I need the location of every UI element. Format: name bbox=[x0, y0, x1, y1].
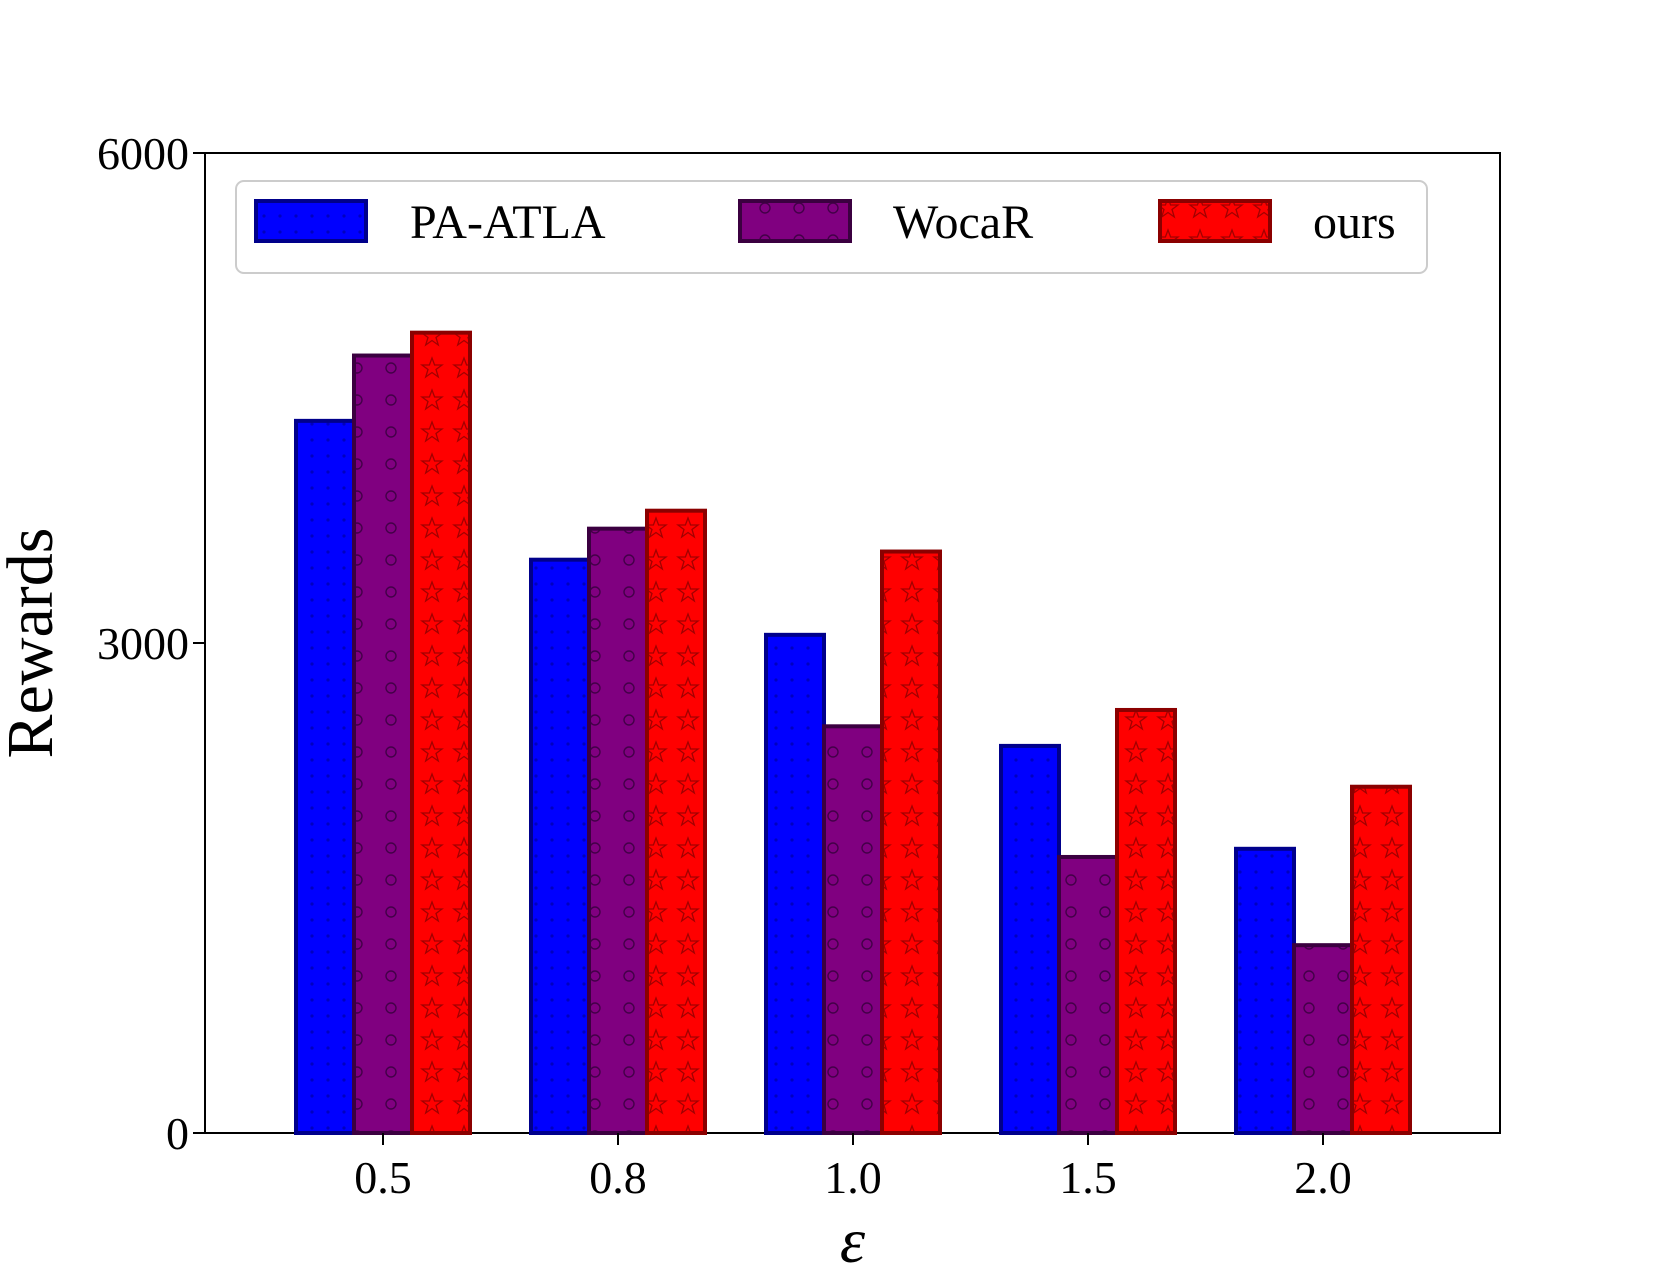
y-tick-label-0: 0 bbox=[166, 1108, 189, 1159]
bar-pa-atla-0.5-outline bbox=[294, 418, 356, 1136]
x-tick-label-0.5: 0.5 bbox=[354, 1152, 412, 1203]
series-wocar bbox=[352, 353, 1354, 1136]
x-tick-label-1.5: 1.5 bbox=[1059, 1152, 1117, 1203]
bar-wocar-0.5-outline bbox=[352, 353, 414, 1135]
x-tick-label-0.8: 0.8 bbox=[589, 1152, 647, 1203]
x-tick-label-2.0: 2.0 bbox=[1294, 1152, 1352, 1203]
bar-pa-atla-1.5-outline bbox=[999, 743, 1061, 1136]
legend-swatch-outline-pa-atla bbox=[254, 199, 368, 243]
series-ours bbox=[410, 330, 1412, 1135]
x-tick-label-1.0: 1.0 bbox=[824, 1152, 882, 1203]
bar-wocar-0.8-outline bbox=[587, 526, 649, 1135]
bar-wocar-2.0-outline bbox=[1292, 943, 1354, 1136]
y-axis-title: Rewards bbox=[0, 528, 67, 759]
legend-swatch-outline-wocar bbox=[738, 199, 852, 243]
bar-pa-atla-1.0-outline bbox=[764, 632, 826, 1135]
bar-ours-1.0-outline bbox=[880, 549, 942, 1135]
bar-ours-0.8-outline bbox=[645, 508, 707, 1135]
legend-swatch-outline-ours bbox=[1158, 199, 1272, 243]
bar-ours-2.0-outline bbox=[1350, 784, 1412, 1135]
legend: PA-ATLA WocaR ours bbox=[235, 180, 1428, 274]
legend-label-pa-atla: PA-ATLA bbox=[410, 196, 606, 249]
bar-ours-0.5-outline bbox=[410, 330, 472, 1135]
legend-label-wocar: WocaR bbox=[893, 196, 1033, 249]
x-axis-title: ε bbox=[840, 1205, 866, 1270]
plot-area: 0 3000 6000 0.5 0.8 1.0 1.5 2.0 ε Rewards PA-ATLA W… bbox=[0, 128, 1501, 1270]
legend-label-ours: ours bbox=[1313, 196, 1396, 249]
bar-pa-atla-2.0-outline bbox=[1234, 846, 1296, 1135]
bar-ours-1.5-outline bbox=[1115, 707, 1177, 1135]
bar-pa-atla-0.8-outline bbox=[529, 557, 591, 1135]
bar-wocar-1.0-outline bbox=[822, 724, 884, 1135]
bar-wocar-1.5-outline bbox=[1057, 854, 1119, 1135]
y-tick-label-6000: 6000 bbox=[97, 128, 189, 179]
y-tick-label-3000: 3000 bbox=[97, 618, 189, 669]
series-pa-atla bbox=[294, 418, 1296, 1136]
